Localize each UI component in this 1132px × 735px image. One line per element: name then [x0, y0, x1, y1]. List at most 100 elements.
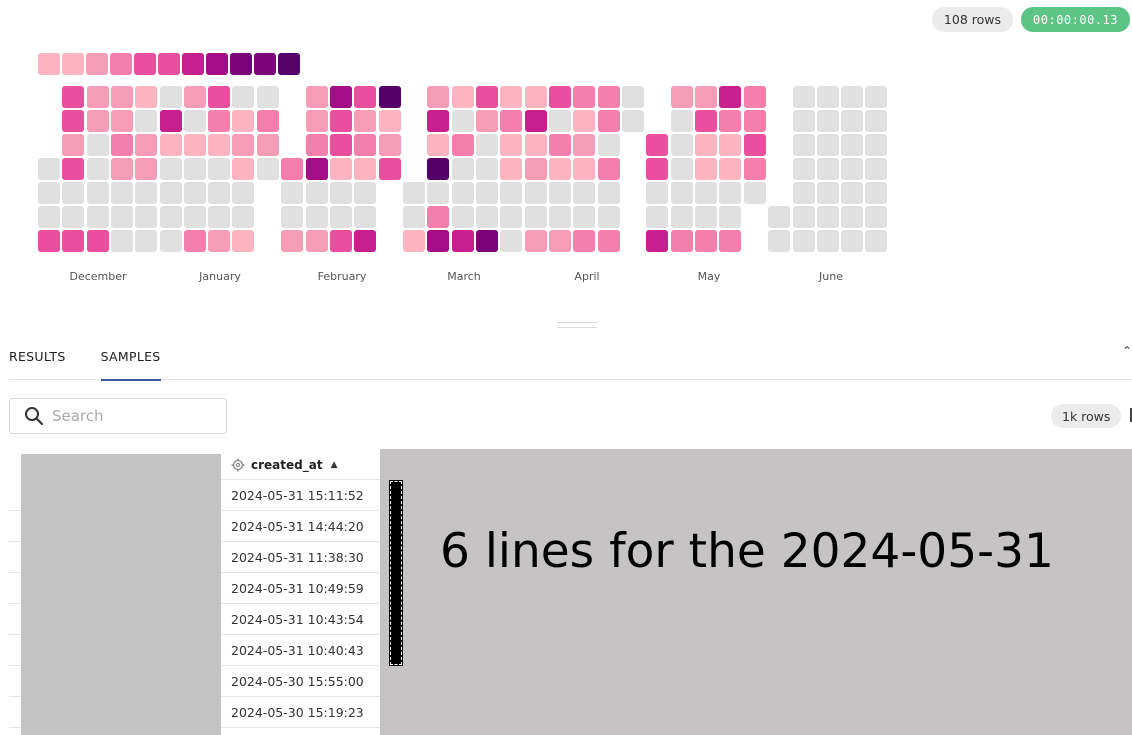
heatmap-day-cell[interactable]: [719, 110, 742, 132]
table-row[interactable]: 2024-05-31 10:43:54: [221, 604, 380, 635]
heatmap-day-cell[interactable]: [646, 230, 669, 252]
heatmap-day-cell[interactable]: [427, 182, 450, 204]
panel-resize-handle[interactable]: [557, 322, 597, 328]
heatmap-day-cell[interactable]: [768, 206, 791, 228]
heatmap-day-cell[interactable]: [500, 86, 523, 108]
heatmap-day-cell[interactable]: [427, 86, 450, 108]
heatmap-day-cell[interactable]: [135, 230, 158, 252]
heatmap-day-cell[interactable]: [865, 86, 888, 108]
heatmap-day-cell[interactable]: [816, 182, 839, 204]
heatmap-day-cell[interactable]: [792, 206, 815, 228]
heatmap-day-cell[interactable]: [62, 110, 85, 132]
heatmap-day-cell[interactable]: [354, 182, 377, 204]
heatmap-day-cell[interactable]: [743, 158, 766, 180]
heatmap-day-cell[interactable]: [305, 134, 328, 156]
heatmap-day-cell[interactable]: [403, 230, 426, 252]
heatmap-day-cell[interactable]: [816, 206, 839, 228]
heatmap-day-cell[interactable]: [841, 230, 864, 252]
heatmap-day-cell[interactable]: [135, 206, 158, 228]
heatmap-day-cell[interactable]: [232, 134, 255, 156]
heatmap-day-cell[interactable]: [451, 110, 474, 132]
heatmap-day-cell[interactable]: [816, 134, 839, 156]
heatmap-day-cell[interactable]: [816, 158, 839, 180]
heatmap-day-cell[interactable]: [183, 110, 206, 132]
heatmap-day-cell[interactable]: [403, 182, 426, 204]
heatmap-day-cell[interactable]: [646, 206, 669, 228]
heatmap-day-cell[interactable]: [378, 110, 401, 132]
heatmap-day-cell[interactable]: [159, 206, 182, 228]
heatmap-day-cell[interactable]: [792, 110, 815, 132]
heatmap-day-cell[interactable]: [208, 230, 231, 252]
heatmap-day-cell[interactable]: [695, 158, 717, 180]
heatmap-day-cell[interactable]: [378, 134, 401, 156]
heatmap-day-cell[interactable]: [670, 182, 693, 204]
table-row[interactable]: 2024-05-31 11:38:30: [221, 542, 380, 573]
heatmap-day-cell[interactable]: [305, 86, 328, 108]
heatmap-day-cell[interactable]: [865, 134, 888, 156]
heatmap-day-cell[interactable]: [329, 158, 352, 180]
heatmap-day-cell[interactable]: [524, 206, 547, 228]
heatmap-day-cell[interactable]: [573, 230, 596, 252]
toolbar-edge-icon[interactable]: [1130, 408, 1132, 422]
heatmap-day-cell[interactable]: [256, 86, 279, 108]
heatmap-day-cell[interactable]: [86, 206, 109, 228]
heatmap-day-cell[interactable]: [646, 134, 669, 156]
heatmap-day-cell[interactable]: [865, 182, 888, 204]
heatmap-day-cell[interactable]: [792, 86, 815, 108]
tab-samples[interactable]: SAMPLES: [100, 340, 161, 381]
heatmap-day-cell[interactable]: [183, 86, 206, 108]
heatmap-day-cell[interactable]: [695, 206, 717, 228]
heatmap-day-cell[interactable]: [232, 86, 255, 108]
table-row[interactable]: 2024-05-31 10:49:59: [221, 573, 380, 604]
heatmap-day-cell[interactable]: [281, 230, 304, 252]
heatmap-day-cell[interactable]: [719, 182, 742, 204]
heatmap-day-cell[interactable]: [500, 206, 523, 228]
heatmap-day-cell[interactable]: [451, 158, 474, 180]
heatmap-day-cell[interactable]: [183, 134, 206, 156]
heatmap-day-cell[interactable]: [476, 110, 498, 132]
heatmap-day-cell[interactable]: [232, 158, 255, 180]
heatmap-day-cell[interactable]: [62, 134, 85, 156]
heatmap-day-cell[interactable]: [208, 206, 231, 228]
heatmap-day-cell[interactable]: [427, 230, 450, 252]
heatmap-day-cell[interactable]: [305, 182, 328, 204]
heatmap-day-cell[interactable]: [232, 110, 255, 132]
sort-desc-icon[interactable]: ▲: [330, 459, 338, 470]
heatmap-day-cell[interactable]: [281, 182, 304, 204]
heatmap-day-cell[interactable]: [524, 134, 547, 156]
heatmap-day-cell[interactable]: [719, 134, 742, 156]
heatmap-day-cell[interactable]: [597, 134, 620, 156]
heatmap-day-cell[interactable]: [354, 134, 377, 156]
table-row[interactable]: 2024-05-31 14:44:20: [221, 511, 380, 542]
heatmap-day-cell[interactable]: [62, 182, 85, 204]
heatmap-day-cell[interactable]: [354, 110, 377, 132]
heatmap-day-cell[interactable]: [670, 110, 693, 132]
heatmap-day-cell[interactable]: [110, 158, 133, 180]
heatmap-day-cell[interactable]: [816, 110, 839, 132]
heatmap-day-cell[interactable]: [743, 86, 766, 108]
heatmap-day-cell[interactable]: [159, 134, 182, 156]
heatmap-day-cell[interactable]: [816, 230, 839, 252]
heatmap-day-cell[interactable]: [548, 158, 571, 180]
heatmap-day-cell[interactable]: [329, 134, 352, 156]
heatmap-day-cell[interactable]: [208, 110, 231, 132]
heatmap-day-cell[interactable]: [305, 230, 328, 252]
heatmap-day-cell[interactable]: [670, 158, 693, 180]
heatmap-day-cell[interactable]: [38, 158, 60, 180]
heatmap-day-cell[interactable]: [524, 110, 547, 132]
heatmap-day-cell[interactable]: [500, 134, 523, 156]
heatmap-day-cell[interactable]: [573, 110, 596, 132]
heatmap-day-cell[interactable]: [135, 158, 158, 180]
heatmap-day-cell[interactable]: [86, 86, 109, 108]
heatmap-day-cell[interactable]: [183, 182, 206, 204]
heatmap-day-cell[interactable]: [281, 158, 304, 180]
heatmap-day-cell[interactable]: [476, 158, 498, 180]
heatmap-day-cell[interactable]: [62, 86, 85, 108]
heatmap-day-cell[interactable]: [573, 86, 596, 108]
heatmap-day-cell[interactable]: [816, 86, 839, 108]
search-box[interactable]: [9, 398, 227, 434]
heatmap-day-cell[interactable]: [135, 134, 158, 156]
heatmap-day-cell[interactable]: [451, 206, 474, 228]
heatmap-day-cell[interactable]: [256, 134, 279, 156]
heatmap-day-cell[interactable]: [354, 86, 377, 108]
